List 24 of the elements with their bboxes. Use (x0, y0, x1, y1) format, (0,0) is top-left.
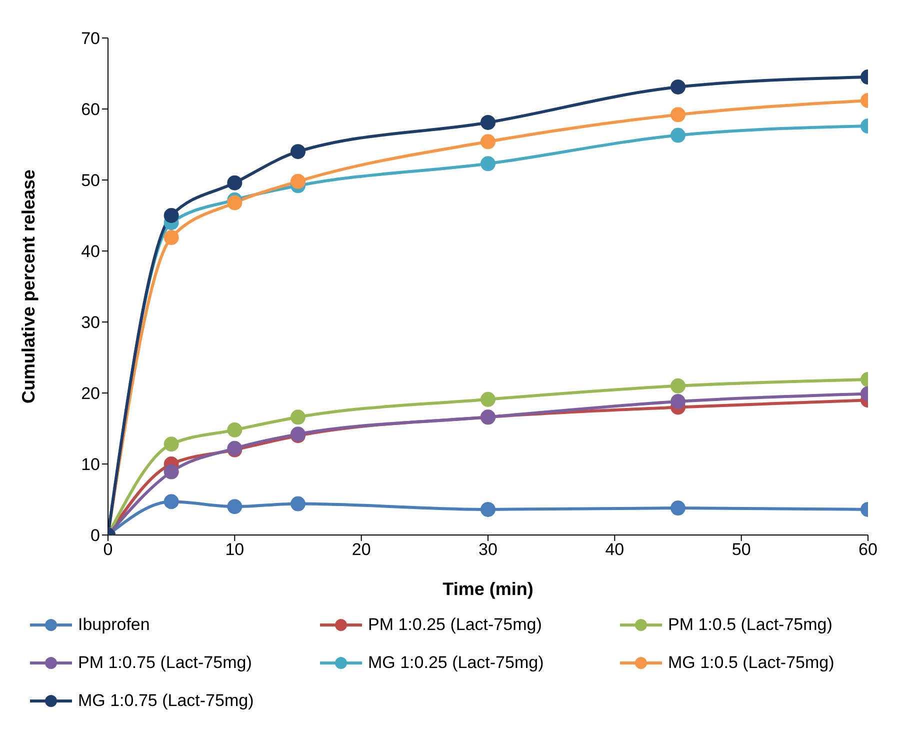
legend-label: PM 1:0.5 (Lact-75mg) (668, 615, 832, 635)
y-tick-label: 70 (81, 29, 100, 48)
x-tick-label: 60 (858, 540, 878, 560)
y-tick-label: 20 (81, 384, 100, 404)
legend-label: PM 1:0.75 (Lact-75mg) (78, 653, 252, 673)
legend-label: MG 1:0.5 (Lact-75mg) (668, 653, 834, 673)
y-tick-label: 40 (81, 242, 100, 262)
x-tick-label: 20 (352, 540, 371, 560)
y-tick-label: 50 (81, 171, 100, 190)
y-tick-label: 60 (81, 100, 100, 120)
legend-label: PM 1:0.25 (Lact-75mg) (368, 615, 542, 635)
legend-label: MG 1:0.75 (Lact-75mg) (78, 691, 254, 711)
x-axis-title: Time (min) (442, 579, 534, 599)
x-tick-label: 0 (103, 540, 113, 560)
y-tick-label: 10 (81, 455, 100, 474)
y-axis-title: Cumulative percent release (18, 169, 38, 404)
y-tick-label: 0 (90, 526, 100, 546)
y-tick-label: 30 (81, 313, 100, 332)
x-tick-label: 40 (605, 540, 624, 560)
legend-label: Ibuprofen (78, 615, 150, 635)
x-tick-label: 30 (478, 540, 498, 560)
legend-label: MG 1:0.25 (Lact-75mg) (368, 653, 544, 673)
x-tick-label: 10 (225, 540, 244, 560)
x-tick-label: 50 (732, 540, 751, 560)
